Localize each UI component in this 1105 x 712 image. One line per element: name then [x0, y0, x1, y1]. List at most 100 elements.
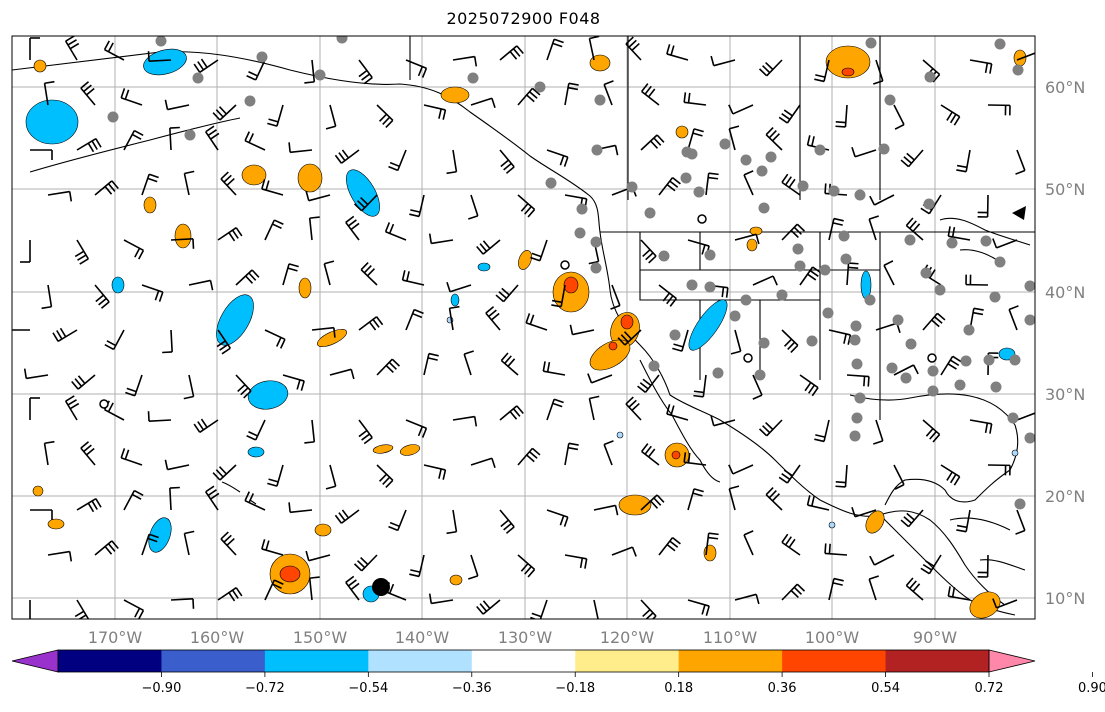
wind-barb: [611, 546, 637, 557]
wind-barb: [743, 530, 754, 556]
wind-barb: [409, 554, 425, 578]
station-marker: [756, 165, 768, 177]
wind-barb: [705, 172, 719, 196]
station-marker: [1024, 314, 1035, 326]
contour-patch: [111, 276, 125, 294]
wind-barb: [893, 104, 905, 130]
longitude-label: 150°W: [293, 628, 348, 647]
wind-barb: [828, 217, 844, 241]
wind-barb: [470, 457, 496, 468]
station-marker: [545, 177, 557, 189]
station-marker: [792, 243, 804, 255]
wind-barb: [640, 494, 665, 511]
contour-patch: [314, 523, 332, 537]
wind-barb: [264, 579, 284, 601]
station-marker: [648, 360, 660, 372]
wind-barb: [244, 491, 266, 511]
contour-patch: [399, 444, 421, 456]
wind-barb: [376, 104, 394, 129]
wind-barb: [288, 142, 313, 154]
contour-patch: [746, 238, 758, 252]
colorbar-extend-high: [988, 649, 1036, 673]
contour-patch: [688, 299, 728, 351]
colorbar-segment: [782, 650, 887, 672]
contour-patch: [25, 99, 79, 145]
station-marker: [878, 143, 890, 155]
wind-barb: [765, 126, 783, 151]
contour-patch: [298, 277, 312, 299]
latitude-label: 50°N: [1045, 180, 1085, 199]
wind-barb: [977, 194, 989, 218]
station-marker: [1024, 280, 1035, 292]
colorbar-tick-label: 0.18: [664, 681, 693, 696]
wind-barb: [212, 104, 237, 121]
wind-barb: [752, 374, 763, 400]
station-marker: [865, 37, 877, 49]
wind-barb: [977, 554, 989, 578]
wind-barb: [551, 284, 566, 308]
colorbar-tick-label: −0.72: [245, 681, 285, 696]
wind-barb: [940, 464, 961, 486]
contour-patch: [1011, 449, 1019, 457]
station-marker: [851, 412, 863, 424]
wind-barb: [29, 37, 40, 60]
station-marker: [904, 234, 916, 246]
wind-barb: [835, 104, 848, 128]
station-marker: [644, 207, 656, 219]
wind-barb: [693, 374, 707, 398]
wind-barb: [264, 329, 286, 349]
contour-patch: [589, 339, 631, 371]
station-marker: [576, 203, 588, 215]
wind-barb: [920, 554, 942, 575]
station-marker: [758, 202, 770, 214]
station-marker: [336, 36, 348, 44]
wind-barb: [781, 533, 801, 556]
wind-barb: [687, 128, 704, 151]
station-marker: [983, 354, 995, 366]
wind-barb: [869, 554, 895, 566]
wind-barb: [468, 554, 479, 580]
station-marker: [963, 324, 975, 336]
wind-barb: [835, 464, 848, 488]
wind-barb: [183, 170, 195, 196]
wind-barb: [905, 577, 924, 601]
wind-barb: [758, 59, 783, 77]
wind-barb: [193, 58, 219, 73]
wind-barb: [244, 131, 266, 151]
latitude-label: 60°N: [1045, 78, 1085, 97]
wind-barb: [1008, 305, 1019, 331]
wind-barb: [969, 59, 993, 74]
wind-barb: [141, 533, 159, 556]
wind-barb: [452, 415, 478, 427]
contour-patch: [841, 67, 855, 77]
wind-barb: [893, 464, 905, 490]
wind-barb: [47, 550, 73, 562]
wind-barb: [705, 532, 719, 556]
wind-barb: [1015, 509, 1026, 535]
wind-barb: [409, 194, 425, 218]
contour-patch: [346, 169, 380, 217]
wind-barb: [170, 598, 195, 609]
wind-barb: [546, 38, 564, 61]
latitude-label: 30°N: [1045, 385, 1085, 404]
station-marker: [754, 369, 766, 381]
wind-barb: [246, 59, 266, 81]
contour-patch: [608, 341, 618, 351]
contour-patch: [174, 223, 192, 249]
station-marker: [828, 185, 840, 197]
wind-barb: [799, 266, 822, 286]
wind-barb: [64, 36, 80, 61]
open-marker: [560, 260, 570, 270]
station-marker: [740, 294, 752, 306]
wind-barb: [164, 459, 190, 471]
wind-barb: [781, 329, 799, 354]
station-marker: [850, 320, 862, 332]
open-marker: [743, 353, 753, 363]
wind-barb: [376, 464, 394, 489]
wind-barb: [687, 488, 704, 511]
contour-patch: [32, 485, 44, 497]
wind-barb: [183, 530, 195, 556]
wind-barb: [405, 308, 424, 331]
wind-barb: [29, 600, 31, 619]
wind-barb: [64, 395, 80, 421]
